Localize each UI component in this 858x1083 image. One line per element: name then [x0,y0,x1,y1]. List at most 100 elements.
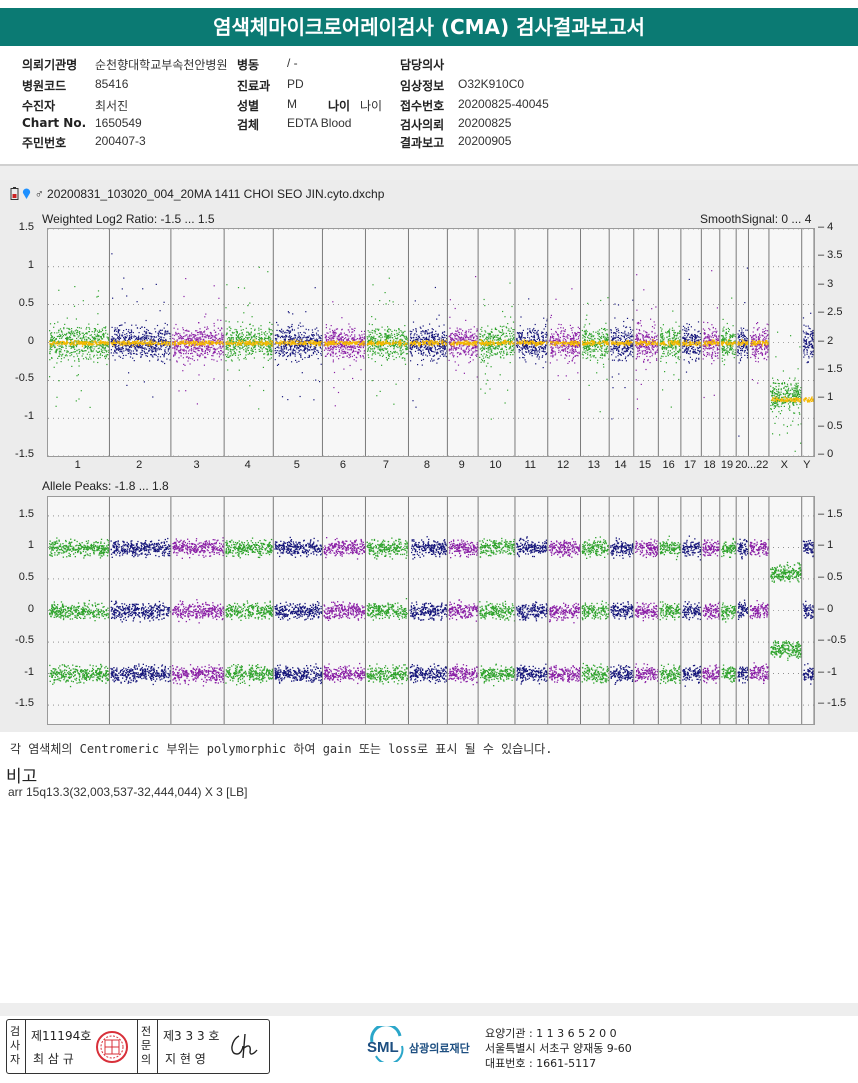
data-point [85,328,87,330]
data-point [410,337,412,340]
data-point [363,333,365,335]
smooth-signal-point [416,340,418,342]
data-point [335,332,337,334]
data-point [399,346,401,348]
data-point [176,361,178,363]
data-point [105,349,107,352]
data-point [220,350,223,352]
data-point [414,333,416,335]
data-point [57,335,60,337]
smooth-signal-point [168,341,171,343]
data-point [233,346,235,349]
data-point [330,325,332,327]
data-point [132,344,134,346]
data-point [72,346,74,348]
data-point [249,353,251,355]
data-point [237,354,240,356]
data-point [105,329,107,332]
data-point [299,332,301,334]
data-point [415,339,417,341]
data-point [340,332,342,334]
data-point [157,358,159,360]
data-point [370,336,372,338]
data-point [188,350,190,352]
data-point [339,333,342,335]
data-point [149,360,151,362]
data-point [98,347,100,349]
data-point [460,328,462,330]
data-point [193,348,195,350]
data-point [80,337,82,339]
data-point [217,319,219,321]
data-point [191,338,193,340]
data-point [358,349,360,351]
smooth-signal-point [344,343,346,345]
data-point [215,341,217,343]
data-point [133,344,135,346]
data-point [110,352,112,354]
data-point [334,341,336,343]
smooth-signal-point [222,343,224,345]
data-point [389,344,391,346]
data-point [134,338,137,340]
data-point [249,385,251,387]
data-point [49,344,51,346]
data-point [270,344,273,346]
data-point [410,360,412,362]
data-point [99,345,101,347]
data-point [181,349,183,351]
data-point [341,349,343,351]
data-point [361,339,363,341]
data-point [371,358,373,360]
data-point [381,364,383,366]
data-point [195,339,197,341]
data-point [93,361,95,363]
data-point [49,323,52,325]
data-point [164,330,166,332]
smooth-signal-point [260,344,263,346]
data-point [163,354,165,357]
data-point [78,335,80,337]
data-point [71,331,73,333]
data-point [386,351,389,353]
data-point [411,348,413,350]
data-point [374,332,376,334]
smooth-signal-point [188,341,190,343]
data-point [437,333,439,335]
data-point [218,297,220,299]
data-point [307,336,309,338]
data-point [174,348,176,350]
data-point [336,343,339,345]
data-point [290,354,292,356]
data-point [205,335,207,337]
smooth-signal-point [339,340,341,343]
smooth-signal-point [121,341,123,344]
data-point [86,358,88,360]
data-point [354,339,356,341]
data-point [258,348,260,351]
data-point [225,345,227,347]
data-point [114,339,117,341]
data-point [314,328,316,330]
data-point [433,336,435,338]
data-point [428,348,430,350]
smooth-signal-point [51,344,53,346]
data-point [128,329,130,331]
data-point [351,346,353,348]
smooth-signal-point [397,343,400,346]
data-point [153,336,155,338]
data-point [342,346,344,348]
data-point [270,333,272,335]
data-point [148,335,150,337]
data-point [445,348,447,350]
smooth-signal-point [388,343,390,345]
data-point [320,335,322,337]
smooth-signal-point [338,343,340,345]
data-point [334,333,336,335]
data-point [267,354,270,356]
data-point [283,342,285,344]
smooth-signal-point [261,339,263,341]
data-point [433,339,435,341]
data-point [297,336,299,338]
data-point [94,336,96,338]
